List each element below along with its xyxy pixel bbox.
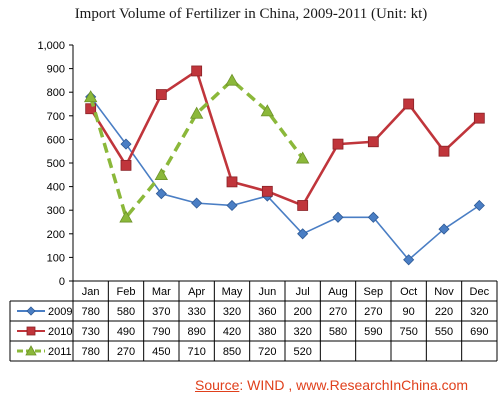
x-tick-label: Jun: [258, 286, 276, 298]
data-point-2011: [260, 104, 275, 117]
chart-title: Import Volume of Fertilizer in China, 20…: [74, 6, 428, 22]
table-cell-2009: 200: [293, 306, 311, 318]
data-point-2011: [189, 106, 204, 119]
data-point-2011: [83, 90, 98, 103]
data-point-2009: [332, 211, 344, 223]
table-cell-2010: 590: [364, 326, 382, 338]
table-cell-2009: 330: [187, 306, 205, 318]
table-cell-2010: 690: [470, 326, 488, 338]
table-cell-2009: 320: [223, 306, 241, 318]
data-point-2010: [403, 98, 415, 110]
data-point-2010: [332, 138, 344, 150]
x-tick-label: Oct: [400, 286, 417, 298]
data-point-2009: [226, 199, 238, 212]
y-tick-label: 400: [47, 182, 65, 194]
data-point-2010: [261, 185, 273, 197]
data-point-2009: [297, 228, 309, 240]
table-cell-2011: 710: [187, 346, 205, 358]
x-tick-label: Apr: [188, 286, 205, 298]
table-cell-2010: 550: [435, 326, 453, 338]
y-tick-label: 200: [47, 229, 65, 241]
table-cell-2009: 320: [470, 306, 488, 318]
y-tick-label: 0: [59, 276, 65, 288]
table-cell-2010: 790: [152, 326, 170, 338]
x-tick-label: May: [222, 286, 243, 298]
x-tick-label: Dec: [470, 286, 490, 298]
y-tick-label: 900: [47, 64, 65, 76]
table-cell-2009: 220: [435, 306, 453, 318]
data-point-2010: [297, 200, 309, 211]
table-cell-2009: 780: [81, 306, 99, 318]
table-cell-2010: 730: [81, 326, 99, 338]
x-tick-label: Feb: [117, 286, 136, 298]
data-point-2009: [438, 223, 450, 235]
source-text: : WIND , www.ResearchInChina.com: [239, 377, 469, 393]
x-tick-label: Jan: [82, 286, 100, 298]
y-tick-label: 100: [47, 252, 65, 264]
data-point-2011: [225, 73, 239, 86]
data-point-2010: [473, 112, 485, 124]
table-cell-2009: 270: [364, 306, 382, 318]
data-point-2011: [295, 151, 310, 164]
data-point-2009: [473, 199, 485, 212]
x-tick-label: Sep: [364, 286, 384, 298]
table-cell-2011: 520: [293, 346, 311, 358]
table-cell-2009: 90: [403, 306, 415, 318]
y-tick-label: 1,000: [37, 40, 65, 52]
table-cell-2009: 270: [329, 306, 347, 318]
table-cell-2011: 720: [258, 346, 276, 358]
data-point-2010: [85, 103, 97, 115]
y-tick-label: 800: [47, 87, 65, 99]
table-cell-2009: 580: [117, 306, 135, 318]
table-cell-2010: 580: [329, 326, 347, 338]
series-line-2009: [90, 96, 480, 261]
legend-label-2010: 2010: [48, 326, 72, 338]
data-point-2010: [367, 136, 379, 148]
table-cell-2010: 420: [223, 326, 241, 338]
series-line-2010: [89, 69, 481, 207]
y-tick-label: 300: [47, 205, 65, 217]
table-cell-2011: 850: [223, 346, 241, 358]
table-cell-2010: 380: [258, 326, 276, 338]
source-note: Source: WIND , www.ResearchInChina.com: [195, 377, 468, 393]
legend-label-2011: 2011: [48, 346, 72, 358]
data-point-2011: [119, 210, 133, 223]
table-cell-2009: 370: [152, 306, 170, 318]
data-point-2009: [367, 211, 379, 223]
x-tick-label: Jul: [296, 286, 310, 298]
data-point-2009: [191, 197, 203, 209]
x-tick-label: Mar: [152, 286, 171, 298]
legend-marker-2010: [26, 326, 36, 336]
data-point-2009: [155, 188, 167, 200]
x-tick-label: Nov: [434, 286, 454, 298]
y-tick-label: 500: [47, 158, 65, 170]
source-label: Source: [195, 377, 240, 393]
table-cell-2011: 270: [117, 346, 135, 358]
data-point-2009: [120, 138, 132, 150]
table-cell-2010: 320: [293, 326, 311, 338]
data-point-2010: [191, 65, 203, 77]
table-cell-2011: 780: [81, 346, 99, 358]
x-tick-label: Aug: [328, 286, 348, 298]
data-point-2010: [226, 176, 238, 188]
table-cell-2009: 360: [258, 306, 276, 318]
y-tick-label: 600: [47, 134, 65, 146]
table-cell-2010: 490: [117, 326, 135, 338]
data-point-2010: [438, 145, 450, 157]
y-tick-label: 700: [47, 111, 65, 123]
data-point-2010: [155, 89, 167, 100]
legend-label-2009: 2009: [48, 306, 72, 318]
table-cell-2010: 750: [399, 326, 417, 338]
table-cell-2010: 890: [187, 326, 205, 338]
table-cell-2011: 450: [152, 346, 170, 358]
legend-marker-2009: [26, 306, 36, 316]
data-point-2010: [120, 159, 132, 171]
data-point-2011: [154, 167, 169, 181]
data-point-2009: [403, 254, 415, 266]
legend-marker-2011: [25, 345, 37, 356]
